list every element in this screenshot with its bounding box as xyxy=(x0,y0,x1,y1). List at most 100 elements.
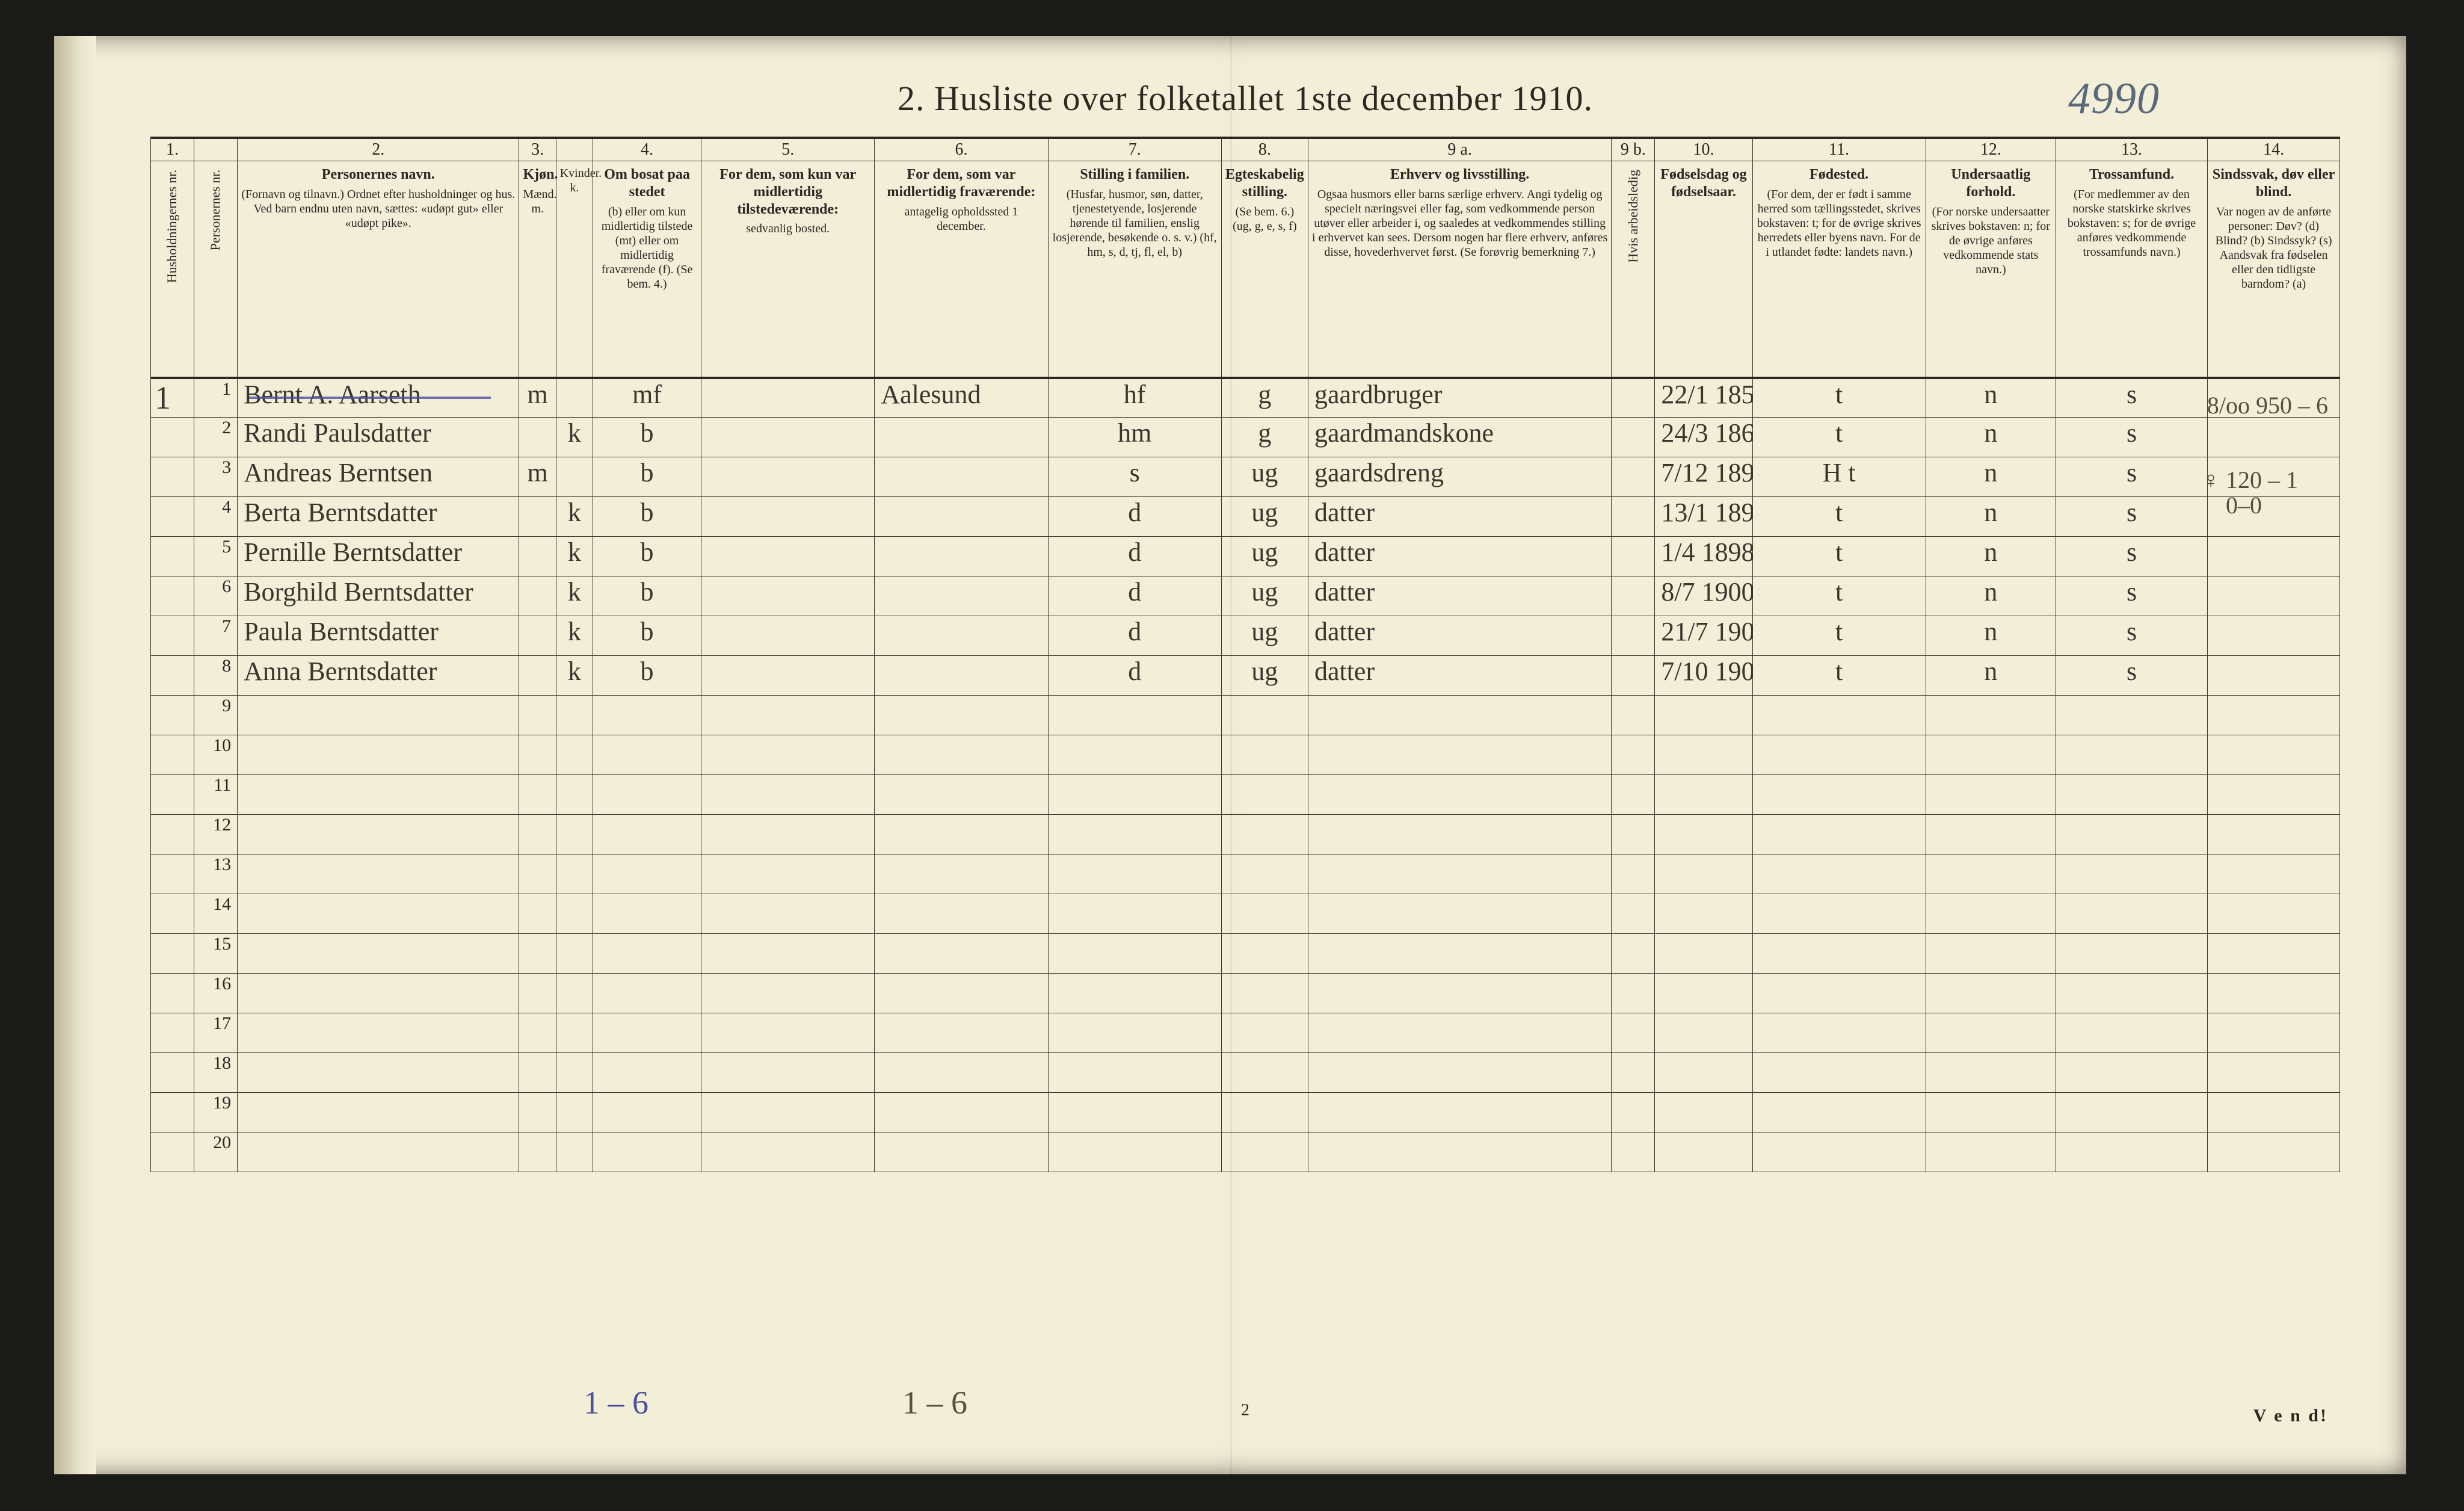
cell: k xyxy=(556,576,593,616)
cell: 4 xyxy=(194,497,238,537)
cell xyxy=(556,735,593,775)
cell: n xyxy=(1926,656,2056,696)
cell xyxy=(1926,775,2056,815)
cell xyxy=(238,1093,519,1132)
cell xyxy=(1048,1013,1221,1053)
column-header: Egteskabelig stilling.(Se bem. 6.) (ug, … xyxy=(1221,161,1308,378)
cell xyxy=(2208,537,2340,576)
cell xyxy=(2208,735,2340,775)
cell xyxy=(151,696,194,735)
column-header: Hvis arbeidsledig xyxy=(1612,161,1655,378)
cell xyxy=(1752,735,1926,775)
cell xyxy=(238,1013,519,1053)
cell xyxy=(875,1053,1048,1093)
cell xyxy=(1752,854,1926,894)
cell xyxy=(519,1093,556,1132)
footer-handnote-2: 1 – 6 xyxy=(902,1384,967,1421)
cell xyxy=(556,815,593,854)
table-row: 15 xyxy=(151,934,2340,974)
cell xyxy=(1612,656,1655,696)
cell: datter xyxy=(1308,656,1611,696)
cell xyxy=(1752,1093,1926,1132)
cell: 1 xyxy=(151,378,194,418)
column-number: 1. xyxy=(151,138,194,161)
cell xyxy=(2208,696,2340,735)
cell xyxy=(701,656,875,696)
cell xyxy=(1221,1013,1308,1053)
cell: m xyxy=(519,457,556,497)
cell: datter xyxy=(1308,576,1611,616)
cell xyxy=(875,854,1048,894)
cell xyxy=(1221,854,1308,894)
cell xyxy=(151,457,194,497)
cell: 9 xyxy=(194,696,238,735)
cell xyxy=(2208,656,2340,696)
cell: n xyxy=(1926,418,2056,457)
cell xyxy=(875,457,1048,497)
cell xyxy=(1752,696,1926,735)
cell: t xyxy=(1752,616,1926,656)
cell xyxy=(593,1013,701,1053)
cell xyxy=(701,1093,875,1132)
cell xyxy=(701,418,875,457)
cell xyxy=(556,894,593,934)
cell: datter xyxy=(1308,537,1611,576)
cell xyxy=(1612,1013,1655,1053)
cell: k xyxy=(556,418,593,457)
cell: Anna Berntsdatter xyxy=(238,656,519,696)
cell: k xyxy=(556,656,593,696)
cell xyxy=(1926,934,2056,974)
cell xyxy=(1048,735,1221,775)
cell xyxy=(238,934,519,974)
cell: datter xyxy=(1308,497,1611,537)
cell xyxy=(2208,1013,2340,1053)
cell xyxy=(151,1053,194,1093)
cell xyxy=(151,1093,194,1132)
cell xyxy=(1048,894,1221,934)
cell xyxy=(1926,735,2056,775)
cell xyxy=(701,735,875,775)
cell xyxy=(2056,735,2207,775)
cell: 21/7 1902 xyxy=(1655,616,1752,656)
cell xyxy=(701,775,875,815)
cell xyxy=(593,1132,701,1172)
cell xyxy=(701,1053,875,1093)
cell xyxy=(1221,775,1308,815)
cell xyxy=(151,735,194,775)
cell xyxy=(875,576,1048,616)
cell: 1/4 1898 xyxy=(1655,537,1752,576)
cell xyxy=(1612,1132,1655,1172)
column-header: For dem, som kun var midlertidig tilsted… xyxy=(701,161,875,378)
cell xyxy=(1308,1132,1611,1172)
cell xyxy=(701,497,875,537)
column-number: 4. xyxy=(593,138,701,161)
cell xyxy=(2056,1093,2207,1132)
cell xyxy=(701,1013,875,1053)
column-number: 3. xyxy=(519,138,556,161)
column-header: Sindssvak, døv eller blind.Var nogen av … xyxy=(2208,161,2340,378)
cell xyxy=(1612,974,1655,1013)
cell xyxy=(1612,497,1655,537)
footer-handnote-1: 1 – 6 xyxy=(584,1384,648,1421)
cell xyxy=(238,1053,519,1093)
cell xyxy=(875,1093,1048,1132)
cell xyxy=(556,775,593,815)
cell xyxy=(1752,1053,1926,1093)
cell xyxy=(593,696,701,735)
cell xyxy=(556,378,593,418)
cell: ug xyxy=(1221,537,1308,576)
cell xyxy=(1308,1013,1611,1053)
cell xyxy=(556,457,593,497)
cell: Berta Berntsdatter xyxy=(238,497,519,537)
cell: d xyxy=(1048,576,1221,616)
cell xyxy=(701,934,875,974)
cell: 1 xyxy=(194,378,238,418)
cell: t xyxy=(1752,656,1926,696)
cell xyxy=(593,735,701,775)
cell xyxy=(519,497,556,537)
cell xyxy=(1308,815,1611,854)
cell: b xyxy=(593,537,701,576)
cell xyxy=(701,894,875,934)
column-header: For dem, som var midlertidig fraværende:… xyxy=(875,161,1048,378)
cell xyxy=(556,854,593,894)
